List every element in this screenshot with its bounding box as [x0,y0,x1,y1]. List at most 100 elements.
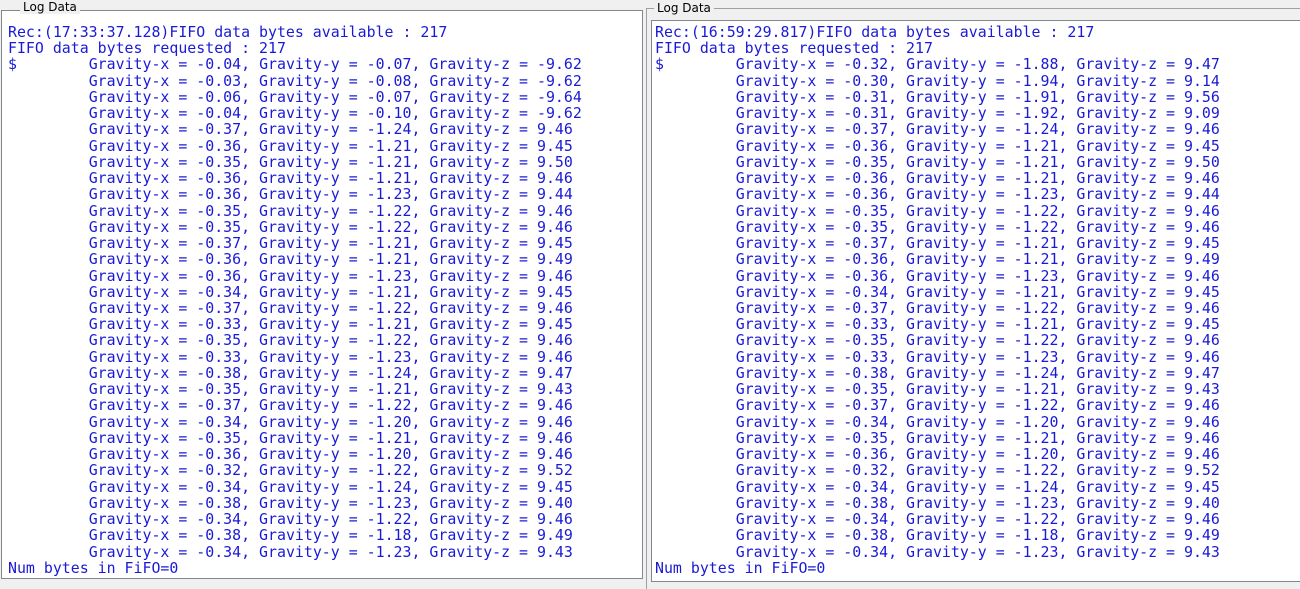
prompt-symbol: $ [8,55,17,74]
gravity-y-value: -1.24 [366,120,412,139]
label-gravity-z: Gravity-z = [429,493,537,512]
gravity-z-value: 9.45 [1184,282,1220,301]
gravity-z-value: -9.62 [537,55,582,74]
label-gravity-x: Gravity-x = [88,380,197,399]
label-gravity-x: Gravity-x = [88,396,197,415]
log-header-line: FIFO data bytes requested : 217 [8,39,286,58]
label-gravity-z: Gravity-z = [429,234,537,253]
log-row: Gravity-x = -0.06, Gravity-y = -0.07, Gr… [88,87,582,106]
gravity-y-value: -1.21 [1013,428,1059,447]
label-gravity-y: Gravity-y = [906,266,1014,285]
gravity-x-value: -0.35 [196,217,242,236]
label-gravity-x: Gravity-x = [88,201,197,220]
gravity-y-value: -1.23 [1013,347,1059,366]
gravity-z-value: 9.45 [1184,136,1220,155]
label-gravity-x: Gravity-x = [735,493,844,512]
gravity-x-value: -0.38 [196,493,242,512]
gravity-x-value: -0.38 [843,363,889,382]
gravity-x-value: -0.35 [843,331,889,350]
label-gravity-x: Gravity-x = [88,363,197,382]
gravity-y-value: -1.24 [366,363,412,382]
gravity-z-value: 9.46 [537,445,573,464]
gravity-z-value: 9.43 [1184,542,1220,561]
log-row: Gravity-x = -0.31, Gravity-y = -1.92, Gr… [735,104,1220,123]
gravity-y-value: -1.23 [366,493,412,512]
label-gravity-z: Gravity-z = [429,428,537,447]
label-gravity-z: Gravity-z = [429,396,537,415]
gravity-y-value: -1.88 [1013,55,1059,74]
gravity-x-value: -0.36 [843,185,889,204]
gravity-z-value: 9.47 [1184,55,1220,74]
label-gravity-y: Gravity-y = [906,477,1014,496]
gravity-y-value: -1.24 [1013,363,1059,382]
gravity-y-value: -1.21 [1013,136,1059,155]
gravity-z-value: 9.45 [537,234,573,253]
label-gravity-y: Gravity-y = [259,217,367,236]
label-gravity-y: Gravity-y = [259,493,367,512]
gravity-x-value: -0.32 [843,461,889,480]
label-gravity-x: Gravity-x = [88,136,197,155]
label-gravity-x: Gravity-x = [88,428,197,447]
panel-title: Log Data [654,1,714,15]
label-gravity-x: Gravity-x = [735,87,844,106]
gravity-y-value: -1.22 [366,217,412,236]
log-row: Gravity-x = -0.36, Gravity-y = -1.21, Gr… [735,136,1220,155]
gravity-z-value: 9.40 [537,493,573,512]
label-gravity-x: Gravity-x = [735,331,844,350]
log-row: Gravity-x = -0.34, Gravity-y = -1.23, Gr… [735,542,1220,561]
label-gravity-z: Gravity-z = [1076,266,1184,285]
gravity-x-value: -0.37 [843,396,889,415]
label-gravity-z: Gravity-z = [1076,298,1184,317]
log-text-area[interactable]: Rec:(17:33:37.128)FIFO data bytes availa… [1,10,643,579]
label-gravity-x: Gravity-x = [735,445,844,464]
log-header-line: FIFO data bytes requested : 217 [655,39,933,58]
gravity-x-value: -0.04 [196,55,242,74]
label-gravity-y: Gravity-y = [259,55,367,74]
label-gravity-y: Gravity-y = [259,396,367,415]
log-row: Gravity-x = -0.34, Gravity-y = -1.24, Gr… [735,477,1220,496]
gravity-z-value: 9.50 [1184,152,1220,171]
gravity-z-value: 9.44 [537,185,573,204]
log-text-area[interactable]: Rec:(16:59:29.817)FIFO data bytes availa… [651,20,1300,582]
gravity-z-value: -9.62 [537,71,582,90]
label-gravity-x: Gravity-x = [735,315,844,334]
gravity-z-value: 9.46 [537,412,573,431]
label-gravity-y: Gravity-y = [906,363,1014,382]
label-gravity-z: Gravity-z = [429,152,537,171]
gravity-y-value: -1.21 [1013,152,1059,171]
label-gravity-z: Gravity-z = [1076,104,1184,123]
label-gravity-x: Gravity-x = [735,185,844,204]
label-gravity-x: Gravity-x = [735,461,844,480]
gravity-z-value: 9.46 [537,428,573,447]
log-row: Gravity-x = -0.35, Gravity-y = -1.21, Gr… [735,428,1220,447]
gravity-z-value: -9.64 [537,87,582,106]
gravity-z-value: 9.45 [1184,234,1220,253]
log-row: $ Gravity-x = -0.32, Gravity-y = -1.88, … [655,55,1220,74]
log-row: Gravity-x = -0.38, Gravity-y = -1.18, Gr… [88,526,573,545]
log-row: Gravity-x = -0.34, Gravity-y = -1.21, Gr… [88,282,573,301]
log-row: Gravity-x = -0.36, Gravity-y = -1.21, Gr… [735,250,1220,269]
gravity-z-value: 9.44 [1184,185,1220,204]
label-gravity-y: Gravity-y = [259,380,367,399]
label-gravity-y: Gravity-y = [906,298,1014,317]
label-gravity-z: Gravity-z = [429,526,537,545]
log-header-line: Rec:(17:33:37.128)FIFO data bytes availa… [8,23,448,41]
label-gravity-z: Gravity-z = [1076,136,1184,155]
gravity-z-value: 9.46 [537,331,573,350]
label-gravity-y: Gravity-y = [259,428,367,447]
gravity-x-value: -0.36 [196,250,242,269]
gravity-x-value: -0.34 [843,412,889,431]
log-row: Gravity-x = -0.35, Gravity-y = -1.22, Gr… [88,201,573,220]
gravity-z-value: 9.47 [1184,363,1220,382]
label-gravity-y: Gravity-y = [259,282,367,301]
gravity-x-value: -0.03 [196,71,242,90]
gravity-x-value: -0.34 [843,510,889,529]
label-gravity-x: Gravity-x = [88,331,197,350]
label-gravity-z: Gravity-z = [1076,542,1184,561]
log-row: Gravity-x = -0.38, Gravity-y = -1.24, Gr… [735,363,1220,382]
gravity-y-value: -1.20 [366,412,412,431]
label-gravity-y: Gravity-y = [259,136,367,155]
log-row: Gravity-x = -0.32, Gravity-y = -1.22, Gr… [88,461,573,480]
log-row: Gravity-x = -0.33, Gravity-y = -1.23, Gr… [735,347,1220,366]
label-gravity-z: Gravity-z = [429,250,537,269]
